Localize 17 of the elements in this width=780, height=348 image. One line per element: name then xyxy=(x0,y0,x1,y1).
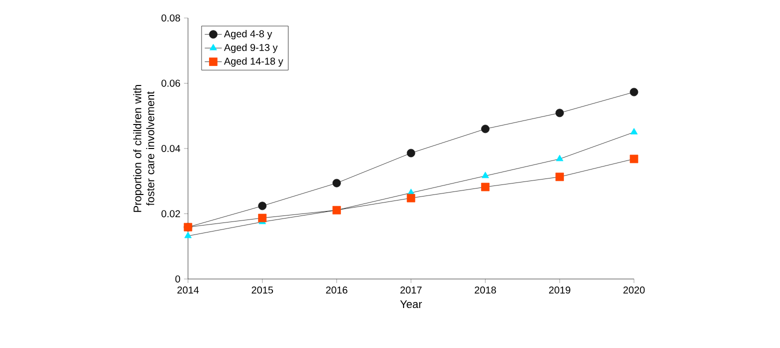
x-axis-title: Year xyxy=(400,300,422,308)
y-tick-label: 0.08 xyxy=(162,14,180,22)
x-tick-label: 2015 xyxy=(252,286,273,294)
x-tick-label: 2014 xyxy=(177,286,199,294)
y-tick-label: 0 xyxy=(175,275,180,283)
y-tick-label: 0.02 xyxy=(162,210,180,218)
legend-label: Aged 9-13 y xyxy=(224,44,278,53)
y-tick-label: 0.06 xyxy=(162,80,180,87)
y-axis-title: Proportion of children with foster care involvement xyxy=(133,84,154,212)
legend-label: Aged 4-8 y xyxy=(224,30,272,40)
x-tick-label: 2020 xyxy=(623,286,645,294)
y-tick-label: 0.04 xyxy=(162,144,180,152)
x-tick-label: 2019 xyxy=(549,286,570,294)
x-tick-label: 2017 xyxy=(400,286,422,294)
x-tick-label: 2016 xyxy=(326,286,348,294)
legend-label: Aged 14-18 y xyxy=(224,57,284,67)
x-tick-label: 2018 xyxy=(474,286,496,294)
